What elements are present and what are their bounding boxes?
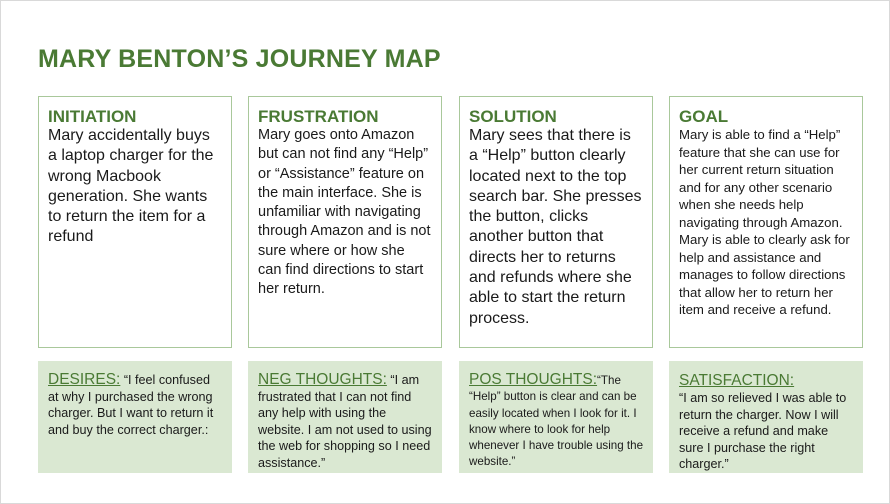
note-desires: DESIRES: “I feel confused at why I purch… [38, 361, 232, 473]
stage-card-goal: GOAL Mary is able to find a “Help” featu… [669, 96, 863, 348]
page-title: MARY BENTON’S JOURNEY MAP [38, 45, 441, 73]
stage-heading: SOLUTION [469, 107, 557, 126]
stage-description: Mary goes onto Amazon but can not find a… [258, 127, 431, 298]
stage-card-solution: SOLUTION Mary sees that there is a “Help… [459, 96, 653, 348]
stage-heading: GOAL [679, 107, 729, 126]
note-text: “I am frustrated that I can not find any… [258, 373, 432, 470]
stage-description: Mary sees that there is a “Help” button … [469, 127, 642, 327]
note-pos-thoughts: POS THOUGHTS:“The “Help” button is clear… [459, 361, 653, 473]
note-label: DESIRES: [48, 371, 121, 388]
note-text: “I am so relieved I was able to return t… [679, 391, 847, 471]
note-text: “I feel confused at why I purchased the … [48, 373, 214, 437]
stage-card-frustration: FRUSTRATION Mary goes onto Amazon but ca… [248, 96, 442, 348]
stage-description: Mary accidentally buys a laptop charger … [48, 127, 214, 246]
stage-description: Mary is able to find a “Help” feature th… [679, 127, 850, 317]
stage-card-initiation: INITIATION Mary accidentally buys a lapt… [38, 96, 232, 348]
note-neg-thoughts: NEG THOUGHTS: “I am frustrated that I ca… [248, 361, 442, 473]
stage-heading: FRUSTRATION [258, 107, 379, 126]
note-satisfaction: SATISFACTION: “I am so relieved I was abl… [669, 361, 863, 473]
stage-heading: INITIATION [48, 107, 137, 126]
note-label: SATISFACTION: [679, 372, 795, 389]
note-label: POS THOUGHTS: [469, 371, 598, 388]
note-text: “The “Help” button is clear and can be e… [469, 374, 644, 469]
note-label: NEG THOUGHTS: [258, 371, 387, 388]
